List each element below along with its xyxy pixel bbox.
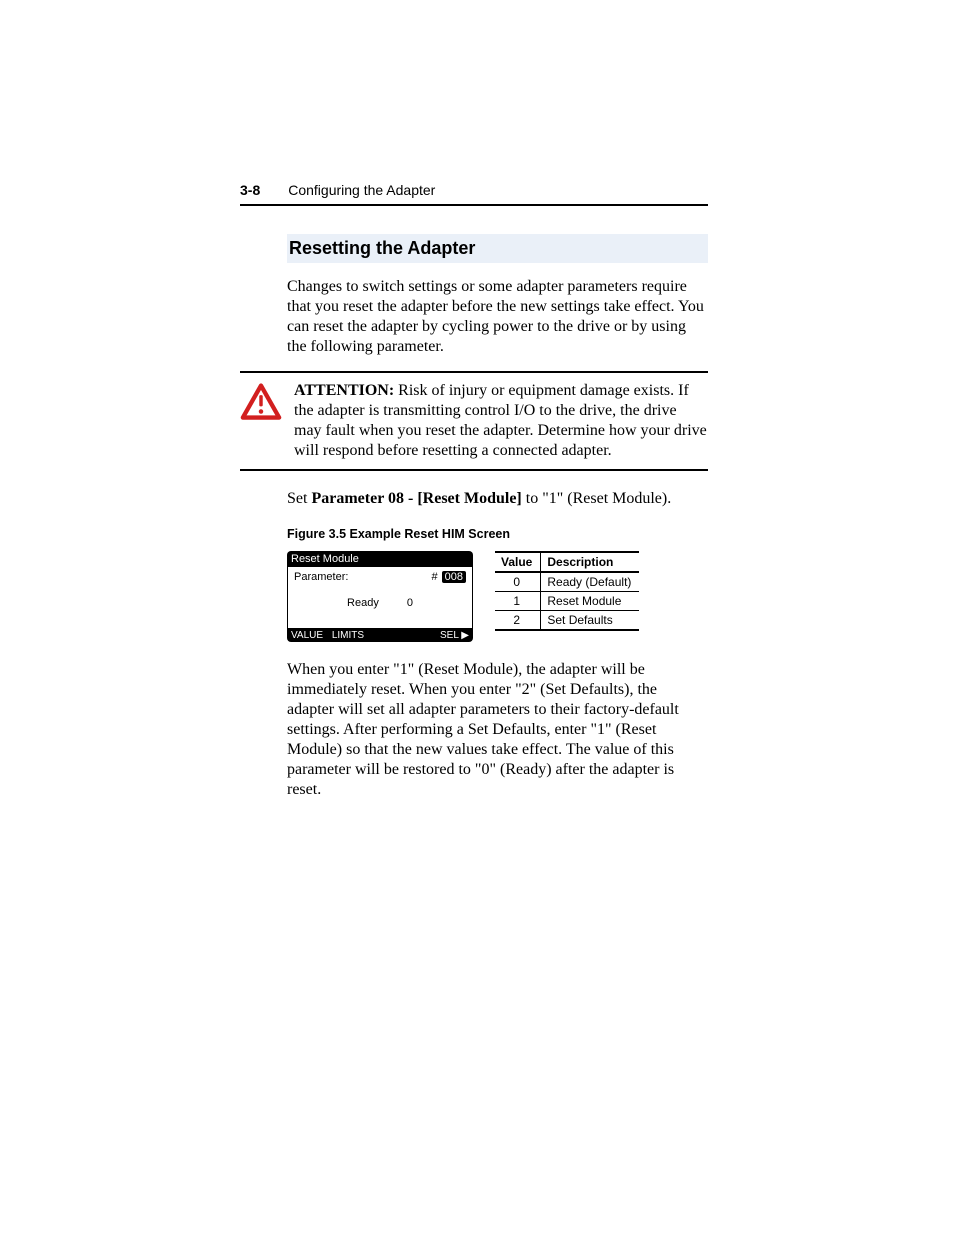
- vd-cell: 2: [495, 611, 541, 631]
- set-line-prefix: Set: [287, 490, 311, 507]
- chapter-title: Configuring the Adapter: [288, 182, 435, 198]
- attention-text: ATTENTION: Risk of injury or equipment d…: [294, 379, 708, 461]
- vd-cell: 1: [495, 592, 541, 611]
- vd-cell: Set Defaults: [541, 611, 640, 631]
- warning-triangle-icon: [240, 379, 282, 426]
- vd-cell: Ready (Default): [541, 572, 640, 592]
- figure-caption: Figure 3.5 Example Reset HIM Screen: [287, 527, 708, 541]
- closing-paragraph: When you enter "1" (Reset Module), the a…: [287, 660, 708, 800]
- running-header: 3-8 Configuring the Adapter: [240, 182, 708, 206]
- table-row: 0 Ready (Default): [495, 572, 639, 592]
- vd-cell: Reset Module: [541, 592, 640, 611]
- page-number: 3-8: [240, 182, 260, 198]
- him-status: Ready: [347, 597, 379, 609]
- him-param-number: 008: [442, 571, 466, 583]
- attention-callout: ATTENTION: Risk of injury or equipment d…: [240, 371, 708, 471]
- section-heading: Resetting the Adapter: [287, 234, 708, 263]
- set-line-bold: Parameter 08 - [Reset Module]: [311, 490, 521, 507]
- him-footer-limits: LIMITS: [332, 630, 364, 641]
- him-footer-sel: SEL ▶: [440, 630, 469, 641]
- vd-cell: 0: [495, 572, 541, 592]
- vd-header-value: Value: [495, 552, 541, 572]
- him-screen: Reset Module Parameter: # 008 Ready 0: [287, 551, 473, 642]
- attention-label: ATTENTION:: [294, 382, 394, 399]
- intro-paragraph: Changes to switch settings or some adapt…: [287, 277, 708, 357]
- set-parameter-line: Set Parameter 08 - [Reset Module] to "1"…: [287, 489, 708, 509]
- him-parameter-label: Parameter:: [294, 571, 348, 583]
- value-description-table: Value Description 0 Ready (Default) 1 Re…: [495, 551, 639, 631]
- him-title: Reset Module: [287, 551, 473, 567]
- him-footer-value: VALUE: [291, 630, 323, 641]
- him-value: 0: [407, 597, 413, 609]
- him-hash: #: [432, 571, 438, 583]
- table-row: 1 Reset Module: [495, 592, 639, 611]
- table-row: 2 Set Defaults: [495, 611, 639, 631]
- set-line-suffix: to "1" (Reset Module).: [522, 490, 671, 507]
- vd-header-desc: Description: [541, 552, 640, 572]
